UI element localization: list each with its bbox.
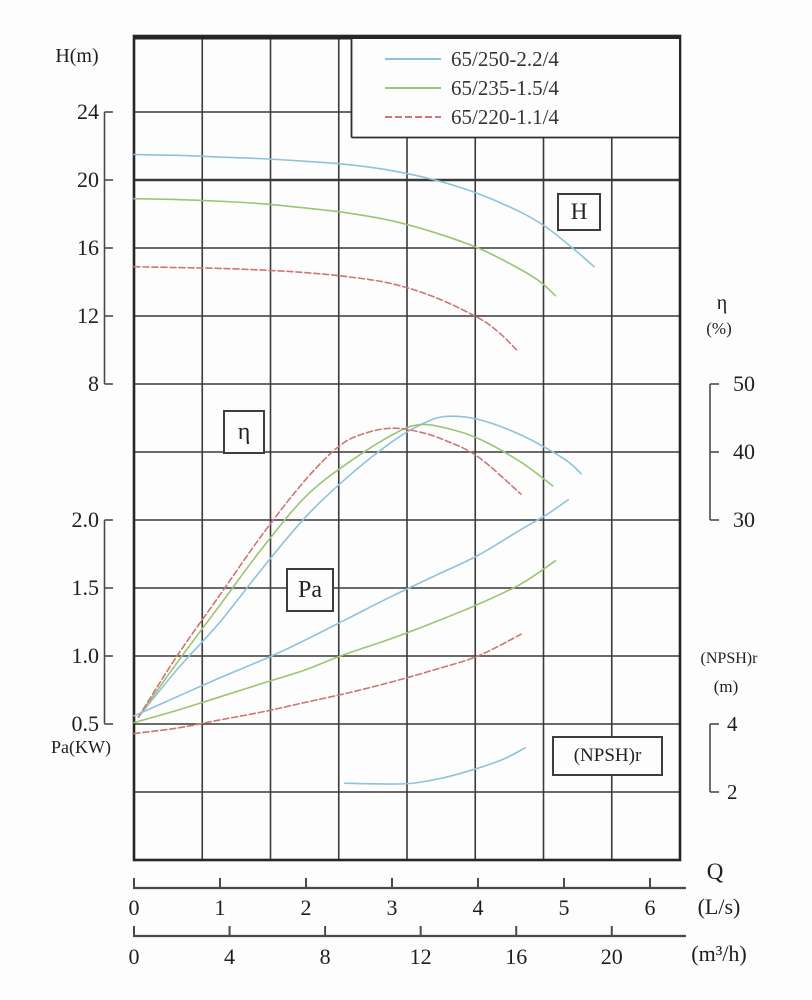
- h-axis-label: H(m): [55, 45, 99, 67]
- npshr-curve-box-label: (NPSH)r: [552, 736, 663, 776]
- q-m3h-tick-label: 12: [409, 944, 432, 969]
- q-ls-tick-label: 1: [214, 895, 226, 920]
- q-ls-tick-label: 2: [300, 895, 312, 920]
- h-axis-tick-label: 20: [77, 167, 99, 192]
- legend-item: 65/250-2.2/4: [385, 46, 675, 71]
- q-ls-tick-label: 5: [558, 895, 570, 920]
- q-ls-tick-label: 0: [128, 895, 140, 920]
- q-m3h-tick-label: 0: [128, 944, 140, 969]
- h-axis-tick-label: 24: [77, 99, 99, 124]
- q-axis-unit-m3h: (m³/h): [691, 941, 747, 966]
- q-m3h-tick-label: 4: [224, 944, 236, 969]
- q-axis-unit-ls: (L/s): [697, 894, 741, 919]
- legend-item: 65/235-1.5/4: [385, 75, 675, 100]
- legend-line-sample: [385, 116, 441, 118]
- eta-axis-tick-label: 50: [733, 371, 755, 396]
- h-axis-tick-label: 16: [77, 235, 99, 260]
- q-ls-tick-label: 4: [472, 895, 484, 920]
- q-m3h-tick-label: 20: [600, 944, 623, 969]
- eta-curves-box-label: η: [223, 410, 265, 454]
- pa-axis-tick-label: 0.5: [71, 711, 100, 736]
- pa-axis-tick-label: 1.0: [71, 643, 100, 668]
- npshr-axis-label: (NPSH)r: [700, 650, 758, 667]
- eta-axis-label: η: [716, 292, 728, 314]
- q-ls-tick-label: 3: [386, 895, 398, 920]
- h-curves-box-label: H: [557, 193, 601, 231]
- eta-axis-tick-label: 40: [733, 439, 755, 464]
- npshr-axis-tick-label: 2: [727, 780, 738, 804]
- npshr-axis-tick-label: 4: [727, 712, 738, 736]
- eta-axis-tick-label: 30: [733, 507, 755, 532]
- legend-item-label: 65/250-2.2/4: [451, 46, 559, 71]
- h-axis-tick-label: 8: [88, 371, 99, 396]
- q-axis-label: Q: [706, 859, 724, 884]
- eta-axis-unit: (%): [706, 319, 732, 338]
- q-m3h-tick-label: 16: [505, 944, 528, 969]
- pa-curves-box-label: Pa: [286, 568, 334, 612]
- legend-item-label: 65/235-1.5/4: [451, 75, 559, 100]
- q-m3h-tick-label: 8: [319, 944, 331, 969]
- legend-item: 65/220-1.1/4: [385, 104, 675, 129]
- legend-line-sample: [385, 58, 441, 60]
- h-axis-tick-label: 12: [77, 303, 99, 328]
- legend-line-sample: [385, 87, 441, 89]
- legend-item-label: 65/220-1.1/4: [451, 104, 559, 129]
- npshr-axis-unit: (m): [713, 677, 739, 696]
- pa-axis-label: Pa(KW): [51, 737, 111, 757]
- pa-axis-tick-label: 2.0: [71, 507, 100, 532]
- pa-axis-tick-label: 1.5: [71, 575, 100, 600]
- q-ls-tick-label: 6: [644, 895, 656, 920]
